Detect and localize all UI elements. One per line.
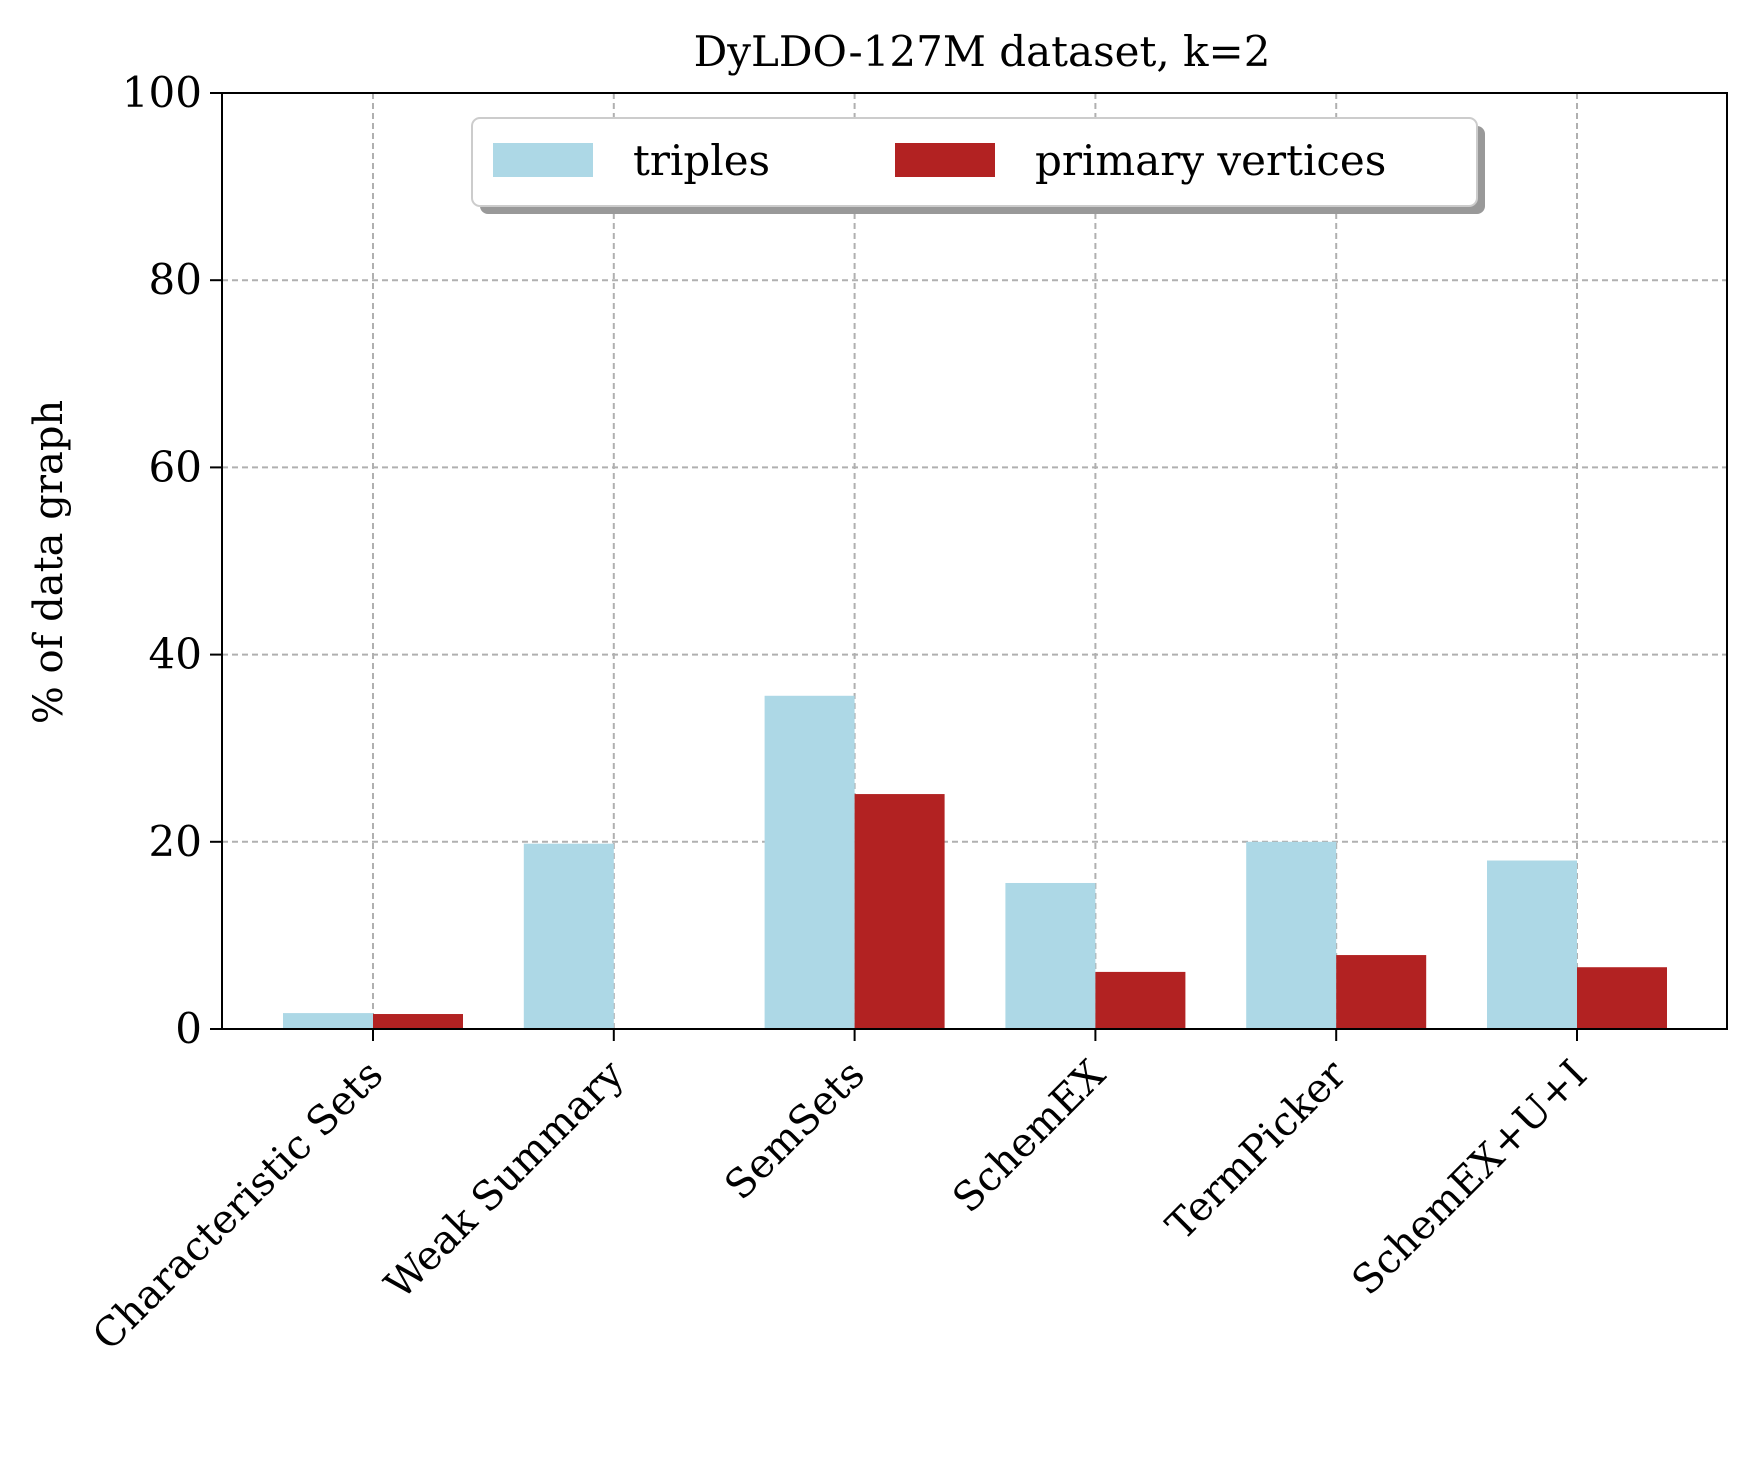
y-tick-label: 0 [175,1004,202,1053]
bar-primary-vertices-4 [1336,955,1427,1029]
y-tick-label: 100 [122,68,202,117]
bar-triples-1 [523,843,614,1029]
bar-primary-vertices-2 [854,794,945,1029]
y-axis-label: % of data graph [26,400,72,724]
bar-primary-vertices-0 [373,1014,463,1029]
legend-swatch [895,143,995,177]
bar-primary-vertices-3 [1095,971,1186,1029]
legend: triples primary vertices [471,117,1485,214]
bars [283,695,1667,1029]
legend-swatch [493,143,593,177]
y-axis: 0 20 40 60 80 100 [122,68,222,1053]
plot-frame [221,92,1728,1030]
x-tick-label: TermPicker [1158,1051,1356,1249]
chart-title: DyLDO-127M dataset, k=2 [694,27,1271,76]
bar-triples-0 [283,1013,373,1029]
bar-primary-vertices-5 [1577,967,1667,1029]
y-tick-label: 40 [149,630,202,679]
legend-label: triples [633,136,770,185]
y-tick-label: 20 [149,817,202,866]
legend-label: primary vertices [1035,136,1386,185]
bar-triples-3 [1005,882,1096,1029]
x-tick-label: Characteristic Sets [84,1052,392,1360]
x-tick-label: SchemEX+U+I [1343,1052,1596,1305]
y-tick-label: 80 [149,255,202,304]
bar-triples-4 [1246,841,1337,1029]
x-tick-label: SemSets [716,1052,873,1209]
x-tick-label: SchemEX [944,1051,1115,1222]
bar-triples-5 [1487,860,1577,1029]
y-tick-label: 60 [149,442,202,491]
bar-triples-2 [764,695,855,1029]
x-tick-label: Weak Summary [376,1051,633,1308]
